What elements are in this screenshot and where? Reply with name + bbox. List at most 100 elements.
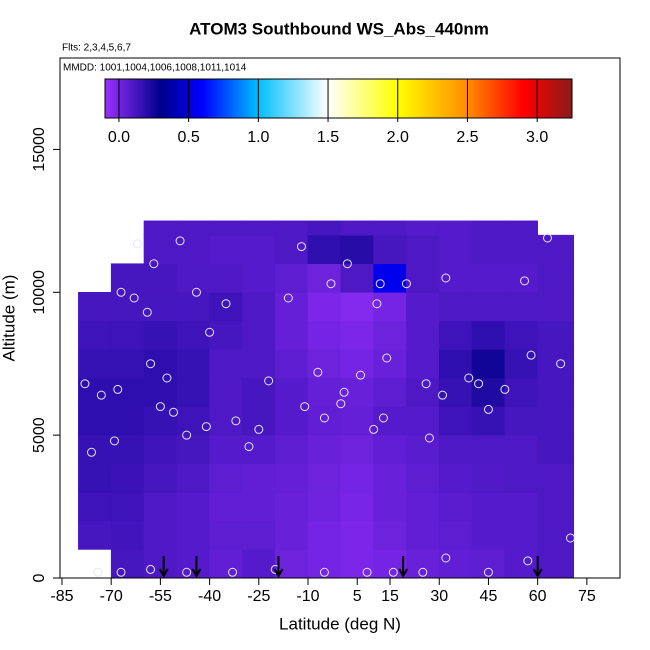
heatmap-cell xyxy=(242,234,276,265)
heatmap-cell xyxy=(373,349,407,379)
heatmap-cell xyxy=(438,406,473,436)
heatmap-cell xyxy=(242,491,276,522)
heatmap-cell xyxy=(176,349,210,379)
heatmap-cell xyxy=(307,520,342,550)
y-tick-label: 15000 xyxy=(31,127,48,172)
heatmap-cell xyxy=(504,491,538,522)
heatmap-cell xyxy=(438,520,473,550)
observation-point xyxy=(421,379,431,389)
observation-point xyxy=(556,359,566,369)
colorbar-tick-label: 3.0 xyxy=(526,129,548,146)
plot-frame xyxy=(59,57,621,579)
heatmap-cell xyxy=(537,320,575,350)
heatmap-cell xyxy=(537,234,575,265)
heatmap-cell xyxy=(110,491,145,522)
heatmap-cell xyxy=(110,463,145,493)
x-tick-label: 75 xyxy=(578,588,596,605)
observation-point xyxy=(483,567,493,577)
heatmap-cell xyxy=(307,549,342,579)
heatmap-cell xyxy=(307,220,342,236)
heatmap-cell xyxy=(504,320,538,350)
observation-point xyxy=(231,416,241,426)
heatmap-cell xyxy=(504,434,538,465)
heatmap-cell xyxy=(209,320,243,350)
heatmap-cell xyxy=(242,220,276,236)
x-tick-label: -25 xyxy=(247,588,270,605)
heatmap-cell xyxy=(438,320,473,350)
observation-point xyxy=(342,259,352,269)
heatmap-cell xyxy=(143,434,178,465)
heatmap-cell xyxy=(274,320,309,350)
observation-point xyxy=(296,242,306,252)
heatmap-cell xyxy=(209,349,243,379)
observation-point xyxy=(146,359,156,369)
heatmap-cell xyxy=(537,549,575,579)
heatmap-cell xyxy=(176,320,210,350)
heatmap-cell xyxy=(307,463,342,493)
heatmap-cell xyxy=(373,234,407,265)
x-tick-label: -85 xyxy=(50,588,73,605)
flights-label: Flts: 2,3,4,5,6,7 xyxy=(62,43,131,54)
heatmap-cell xyxy=(406,377,440,407)
heatmap-cell xyxy=(209,406,243,436)
observation-point xyxy=(319,567,329,577)
heatmap-cell xyxy=(438,434,473,465)
heatmap-cell xyxy=(110,349,145,379)
flight-arrow xyxy=(532,556,543,579)
heatmap-cell xyxy=(143,263,178,293)
heatmap-cell xyxy=(504,549,538,579)
heatmap-cell xyxy=(471,377,506,407)
observation-point xyxy=(382,353,392,363)
observation-point xyxy=(526,350,536,360)
heatmap-cell xyxy=(176,291,210,322)
heatmap-cell xyxy=(471,463,506,493)
heatmap-cell xyxy=(274,463,309,493)
heatmap-cell xyxy=(406,320,440,350)
observation-point xyxy=(244,442,254,452)
observation-point xyxy=(441,273,451,283)
heatmap-cell xyxy=(406,520,440,550)
x-tick-label: -40 xyxy=(198,588,221,605)
heatmap-cell xyxy=(406,220,440,236)
heatmap-cell xyxy=(78,349,112,379)
x-tick-label: 45 xyxy=(480,588,498,605)
heatmap-cell xyxy=(471,320,506,350)
observation-point xyxy=(326,279,336,289)
heatmap-cell xyxy=(438,234,473,265)
heatmap-cell xyxy=(242,549,276,579)
y-tick-label: 10000 xyxy=(31,270,48,315)
observation-point xyxy=(201,422,211,432)
heatmap-cell xyxy=(340,234,374,265)
heatmap-cell xyxy=(209,491,243,522)
heatmap-cell xyxy=(242,463,276,493)
observation-point xyxy=(441,553,451,563)
heatmap-cell xyxy=(209,377,243,407)
heatmap-cell xyxy=(471,234,506,265)
observation-point xyxy=(116,567,126,577)
observation-point xyxy=(523,556,533,566)
observation-point xyxy=(542,233,552,243)
heatmap-cell xyxy=(78,291,112,322)
observation-point xyxy=(191,287,201,297)
heatmap-cell xyxy=(176,406,210,436)
heatmap-cell xyxy=(274,234,309,265)
heatmap-cell xyxy=(110,320,145,350)
heatmap-cell xyxy=(537,263,575,293)
heatmap-cell xyxy=(307,263,342,293)
y-axis-label: Altitude (m) xyxy=(0,275,18,362)
flight-arrow xyxy=(273,556,284,579)
heatmap-cell xyxy=(471,263,506,293)
heatmap-cell xyxy=(373,406,407,436)
heatmap-cell xyxy=(537,434,575,465)
heatmap-cell xyxy=(143,234,178,265)
heatmap-cell xyxy=(373,520,407,550)
heatmap-cell xyxy=(438,220,473,236)
heatmap-cell xyxy=(110,406,145,436)
observation-point xyxy=(93,567,103,577)
x-tick-label: -10 xyxy=(296,588,319,605)
heatmap-cell xyxy=(209,291,243,322)
heatmap-cell xyxy=(373,320,407,350)
heatmap-cell xyxy=(176,234,210,265)
heatmap-cell xyxy=(504,291,538,322)
